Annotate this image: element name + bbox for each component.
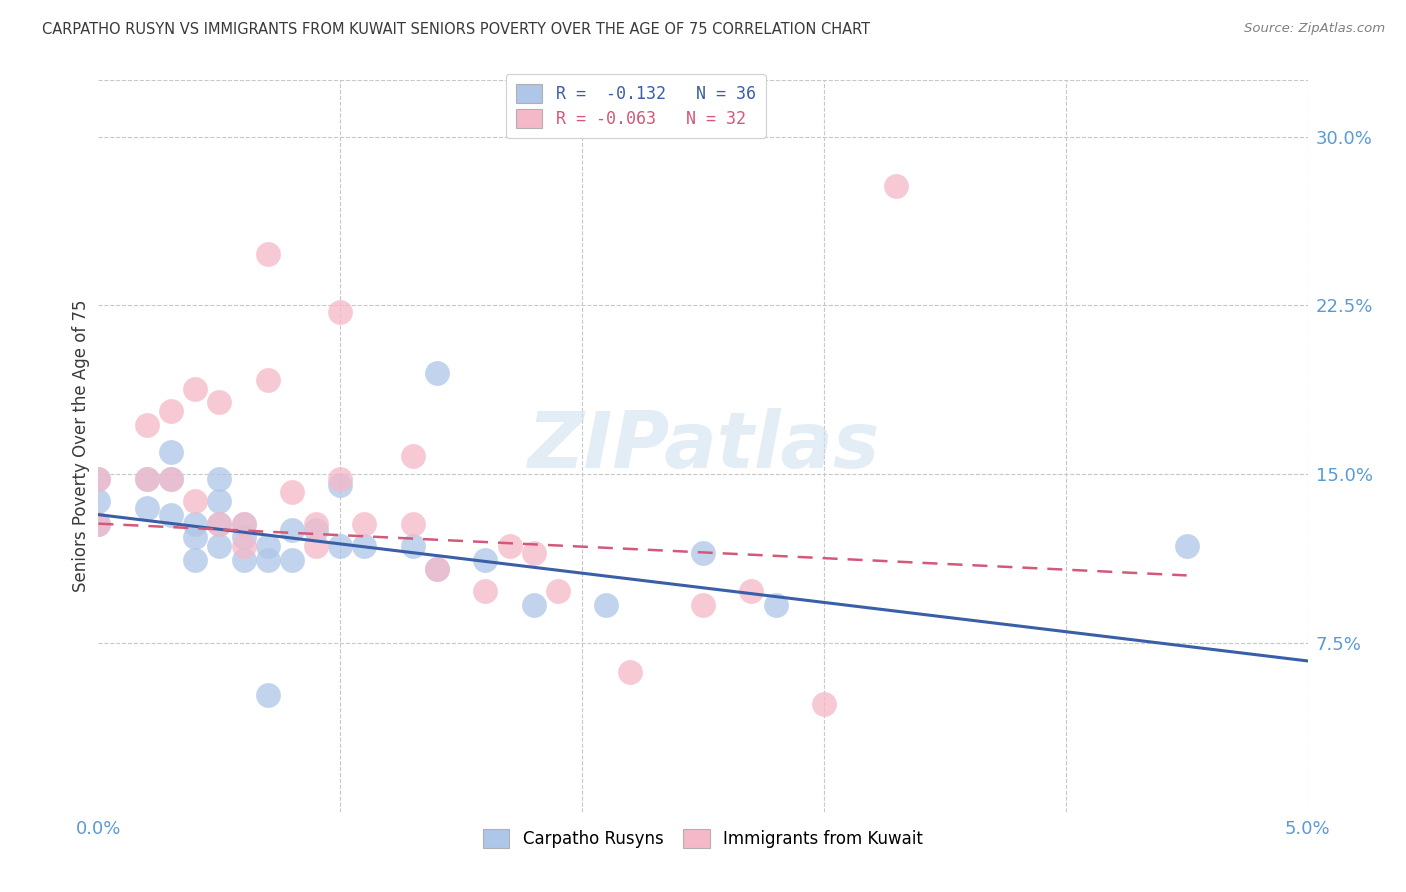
Point xyxy=(402,516,425,531)
Point xyxy=(232,530,254,544)
Point xyxy=(256,539,278,553)
Text: ZIPatlas: ZIPatlas xyxy=(527,408,879,484)
Point xyxy=(160,472,183,486)
Legend: Carpatho Rusyns, Immigrants from Kuwait: Carpatho Rusyns, Immigrants from Kuwait xyxy=(477,822,929,855)
Point xyxy=(184,382,207,396)
Point xyxy=(281,552,304,566)
Point xyxy=(281,485,304,500)
Point xyxy=(523,598,546,612)
Point xyxy=(498,539,520,553)
Point xyxy=(740,584,762,599)
Point xyxy=(886,179,908,194)
Point xyxy=(353,539,375,553)
Point xyxy=(305,539,328,553)
Point xyxy=(329,478,352,492)
Point xyxy=(232,539,254,553)
Point xyxy=(523,546,546,560)
Point xyxy=(87,516,110,531)
Point xyxy=(329,472,352,486)
Point xyxy=(256,552,278,566)
Point xyxy=(232,516,254,531)
Point xyxy=(305,524,328,538)
Point xyxy=(305,516,328,531)
Point xyxy=(1175,539,1198,553)
Point xyxy=(402,539,425,553)
Point xyxy=(87,494,110,508)
Point xyxy=(329,305,352,319)
Point xyxy=(208,395,231,409)
Point xyxy=(184,494,207,508)
Point xyxy=(426,562,449,576)
Point xyxy=(160,444,183,458)
Point xyxy=(426,562,449,576)
Point xyxy=(208,494,231,508)
Point xyxy=(813,697,835,711)
Point xyxy=(765,598,787,612)
Point xyxy=(135,500,157,515)
Point xyxy=(87,472,110,486)
Point xyxy=(595,598,617,612)
Point xyxy=(87,516,110,531)
Text: Source: ZipAtlas.com: Source: ZipAtlas.com xyxy=(1244,22,1385,36)
Point xyxy=(692,598,714,612)
Point xyxy=(692,546,714,560)
Point xyxy=(184,552,207,566)
Point xyxy=(232,552,254,566)
Point xyxy=(281,524,304,538)
Point xyxy=(208,516,231,531)
Point xyxy=(547,584,569,599)
Point xyxy=(619,665,641,680)
Point xyxy=(135,472,157,486)
Point xyxy=(208,539,231,553)
Point xyxy=(256,246,278,260)
Point xyxy=(160,404,183,418)
Point xyxy=(474,584,496,599)
Point xyxy=(208,516,231,531)
Point xyxy=(329,539,352,553)
Point xyxy=(87,472,110,486)
Point xyxy=(353,516,375,531)
Point xyxy=(426,366,449,380)
Point xyxy=(135,417,157,432)
Point xyxy=(160,508,183,522)
Y-axis label: Seniors Poverty Over the Age of 75: Seniors Poverty Over the Age of 75 xyxy=(72,300,90,592)
Point xyxy=(256,688,278,702)
Point xyxy=(232,516,254,531)
Text: CARPATHO RUSYN VS IMMIGRANTS FROM KUWAIT SENIORS POVERTY OVER THE AGE OF 75 CORR: CARPATHO RUSYN VS IMMIGRANTS FROM KUWAIT… xyxy=(42,22,870,37)
Point xyxy=(135,472,157,486)
Point xyxy=(474,552,496,566)
Point xyxy=(184,530,207,544)
Point xyxy=(184,516,207,531)
Point xyxy=(208,472,231,486)
Point xyxy=(256,373,278,387)
Point xyxy=(160,472,183,486)
Point xyxy=(402,449,425,463)
